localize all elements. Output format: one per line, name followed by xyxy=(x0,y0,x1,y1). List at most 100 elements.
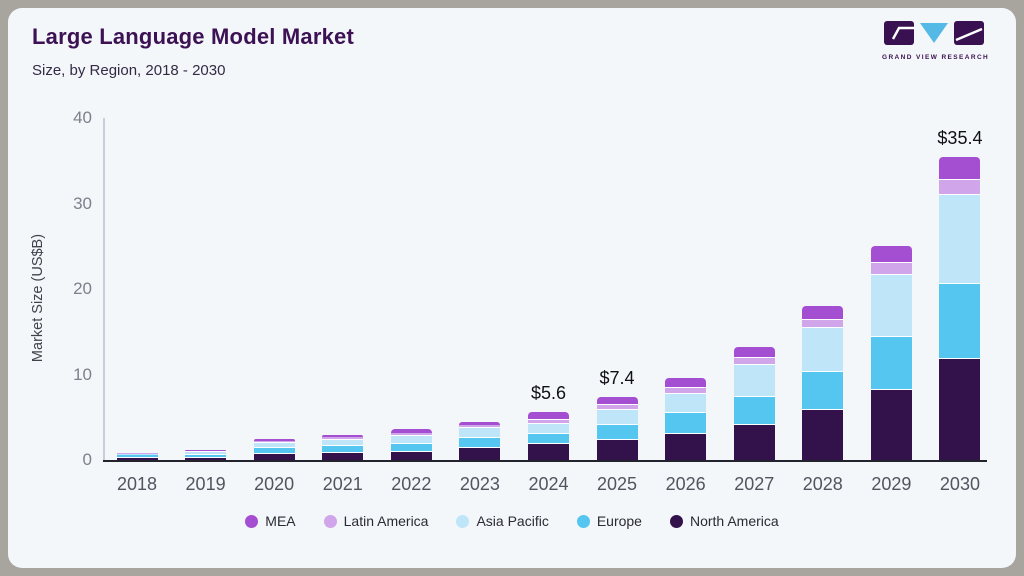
bar-segment-2023-north-america[interactable] xyxy=(459,446,501,460)
bar-segment-2029-mea[interactable] xyxy=(870,246,912,263)
bar-segment-2020-north-america[interactable] xyxy=(253,453,295,460)
bar-segment-2018-asia-pacific[interactable] xyxy=(116,453,158,456)
legend-item-latin-america[interactable]: Latin America xyxy=(323,513,429,529)
bar-segment-2022-latin-america[interactable] xyxy=(390,432,432,435)
bar-segment-2024-europe[interactable] xyxy=(527,433,569,444)
y-axis-line xyxy=(103,118,105,460)
bar-segment-2018-europe[interactable] xyxy=(116,455,158,458)
bar-segment-2027-mea[interactable] xyxy=(733,347,775,357)
bar-2029[interactable] xyxy=(870,246,912,460)
bar-segment-2024-asia-pacific[interactable] xyxy=(527,422,569,434)
x-tick-label: 2028 xyxy=(802,474,843,494)
bar-segment-2030-europe[interactable] xyxy=(939,282,981,359)
chart-subtitle: Size, by Region, 2018 - 2030 xyxy=(32,62,226,79)
x-tick-label: 2024 xyxy=(528,474,569,494)
bar-segment-2026-europe[interactable] xyxy=(665,412,707,434)
bar-2023[interactable] xyxy=(459,421,501,460)
bar-segment-2030-north-america[interactable] xyxy=(939,358,981,460)
bar-segment-2019-latin-america[interactable] xyxy=(185,450,227,452)
bar-segment-2027-latin-america[interactable] xyxy=(733,356,775,365)
legend-item-mea[interactable]: MEA xyxy=(245,513,296,529)
bar-segment-2018-mea[interactable] xyxy=(116,452,158,454)
bar-segment-2019-north-america[interactable] xyxy=(185,456,227,460)
bar-2027[interactable] xyxy=(733,347,775,460)
bar-2019[interactable] xyxy=(185,449,227,460)
bar-2021[interactable] xyxy=(322,435,364,460)
x-tick-label: 2027 xyxy=(734,474,775,494)
legend-item-europe[interactable]: Europe xyxy=(576,513,642,529)
bar-segment-2030-asia-pacific[interactable] xyxy=(939,194,981,283)
bar-2022[interactable] xyxy=(390,429,432,460)
bar-segment-2028-asia-pacific[interactable] xyxy=(802,327,844,372)
bar-segment-2025-europe[interactable] xyxy=(596,424,638,439)
bar-segment-2021-latin-america[interactable] xyxy=(322,437,364,439)
bar-segment-2022-north-america[interactable] xyxy=(390,450,432,460)
bar-segment-2026-north-america[interactable] xyxy=(665,433,707,460)
bar-segment-2027-europe[interactable] xyxy=(733,395,775,425)
x-tick-label: 2022 xyxy=(391,474,432,494)
bar-segment-2022-europe[interactable] xyxy=(390,443,432,451)
bar-segment-2019-asia-pacific[interactable] xyxy=(185,451,227,454)
chart-legend: MEA Latin America Asia Pacific Europe North … xyxy=(8,513,1016,529)
bar-segment-2028-mea[interactable] xyxy=(802,306,844,320)
bar-segment-2021-north-america[interactable] xyxy=(322,451,364,460)
bar-segment-2029-europe[interactable] xyxy=(870,336,912,389)
bar-segment-2028-north-america[interactable] xyxy=(802,408,844,460)
bar-segment-2025-asia-pacific[interactable] xyxy=(596,408,638,425)
bar-segment-2020-europe[interactable] xyxy=(253,447,295,454)
bar-segment-2025-mea[interactable] xyxy=(596,396,638,404)
bar-segment-2029-asia-pacific[interactable] xyxy=(870,273,912,336)
bar-segment-2025-north-america[interactable] xyxy=(596,438,638,460)
bar-segment-2028-latin-america[interactable] xyxy=(802,319,844,328)
bar-segment-2023-latin-america[interactable] xyxy=(459,424,501,428)
bar-segment-2027-asia-pacific[interactable] xyxy=(733,364,775,396)
bar-2024[interactable] xyxy=(527,412,569,460)
bar-segment-2018-north-america[interactable] xyxy=(116,457,158,460)
chart-card: Large Language Model Market Size, by Reg… xyxy=(8,8,1016,568)
legend-label: Latin America xyxy=(343,513,429,529)
bar-segment-2030-latin-america[interactable] xyxy=(939,178,981,195)
bar-segment-2025-latin-america[interactable] xyxy=(596,403,638,409)
bar-segment-2030-mea[interactable] xyxy=(939,157,981,179)
bar-segment-2021-europe[interactable] xyxy=(322,445,364,452)
x-tick-label: 2023 xyxy=(459,474,500,494)
bar-segment-2026-latin-america[interactable] xyxy=(665,387,707,394)
bar-segment-2029-north-america[interactable] xyxy=(870,389,912,460)
bar-2025[interactable] xyxy=(596,396,638,460)
bar-segment-2026-mea[interactable] xyxy=(665,377,707,388)
bar-segment-2019-mea[interactable] xyxy=(185,449,227,451)
bar-segment-2021-mea[interactable] xyxy=(322,435,364,438)
bar-segment-2024-north-america[interactable] xyxy=(527,443,569,460)
bar-2028[interactable] xyxy=(802,306,844,460)
gvr-logo-text: GRAND VIEW RESEARCH xyxy=(882,54,990,61)
bar-segment-2027-north-america[interactable] xyxy=(733,424,775,460)
bar-2018[interactable] xyxy=(116,452,158,460)
bar-segment-2026-asia-pacific[interactable] xyxy=(665,393,707,413)
chart-plot-area: Market Size (US$B) 0 10 20 30 40 2018 2019 202… xyxy=(8,8,1016,568)
bar-segment-2024-latin-america[interactable] xyxy=(527,418,569,423)
bar-segment-2029-latin-america[interactable] xyxy=(870,262,912,274)
bar-segment-2021-asia-pacific[interactable] xyxy=(322,438,364,446)
bar-segment-2022-asia-pacific[interactable] xyxy=(390,434,432,444)
bar-2026[interactable] xyxy=(665,377,707,460)
x-tick-label: 2018 xyxy=(116,474,158,494)
bar-segment-2022-mea[interactable] xyxy=(390,429,432,433)
bar-segment-2020-latin-america[interactable] xyxy=(253,440,295,443)
bar-segment-2028-europe[interactable] xyxy=(802,371,844,409)
bar-2030[interactable] xyxy=(939,157,981,460)
bar-segment-2024-mea[interactable] xyxy=(527,412,569,419)
y-axis-title: Market Size (US$B) xyxy=(30,233,46,363)
legend-item-asia-pacific[interactable]: Asia Pacific xyxy=(456,513,549,529)
bar-segment-2020-mea[interactable] xyxy=(253,438,295,441)
bar-value-label-2025: $7.4 xyxy=(599,367,635,388)
bar-segment-2019-europe[interactable] xyxy=(185,453,227,457)
bar-segment-2023-europe[interactable] xyxy=(459,436,501,447)
bar-segment-2023-mea[interactable] xyxy=(459,421,501,425)
x-tick-label: 2025 xyxy=(597,474,638,494)
x-tick-label: 2021 xyxy=(322,474,363,494)
legend-item-north-america[interactable]: North America xyxy=(669,513,779,529)
bar-2020[interactable] xyxy=(253,438,295,460)
bar-segment-2023-asia-pacific[interactable] xyxy=(459,427,501,437)
bar-segment-2020-asia-pacific[interactable] xyxy=(253,442,295,448)
x-tick-label: 2020 xyxy=(254,474,295,494)
